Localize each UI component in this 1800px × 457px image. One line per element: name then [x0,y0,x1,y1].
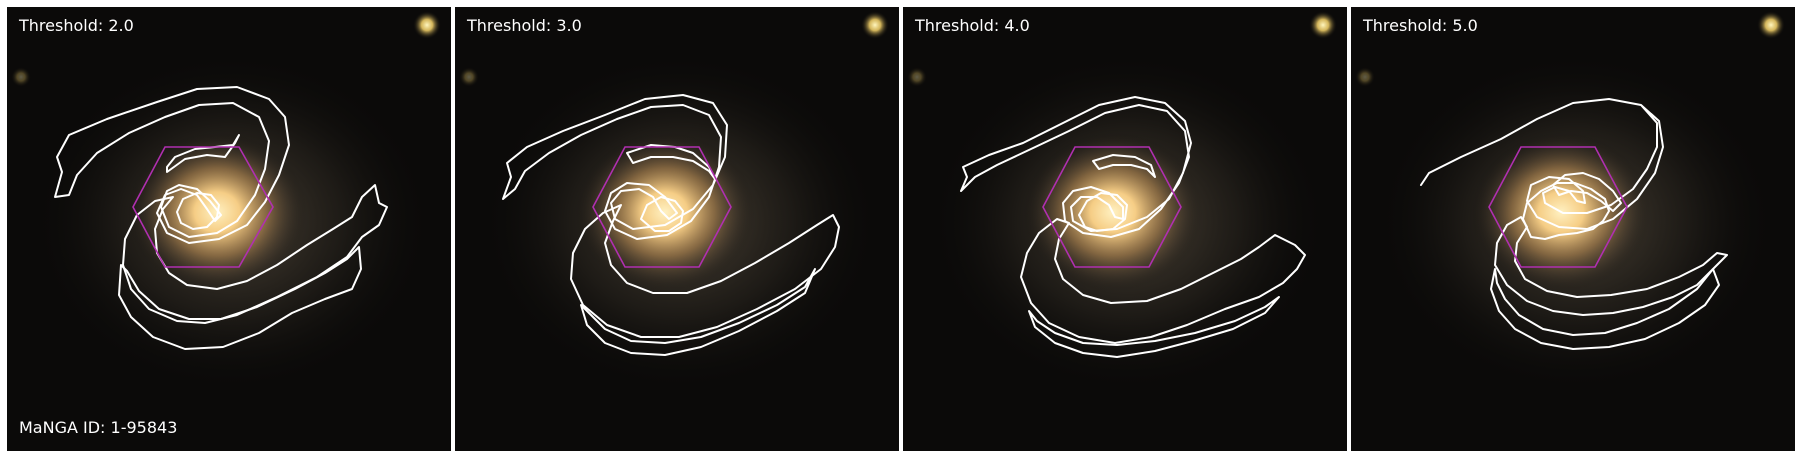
galaxy-image [455,7,899,451]
threshold-label: Threshold: 2.0 [19,16,134,35]
threshold-label: Threshold: 4.0 [915,16,1030,35]
ifu-hexagon [1042,146,1182,268]
manga-id-label: MaNGA ID: 1-95843 [19,418,178,437]
galaxy-image [1351,7,1795,451]
ifu-hexagon [592,146,732,268]
panel-threshold-2: Threshold: 2.0 MaNGA ID: 1-95843 [7,7,451,451]
panel-threshold-5: Threshold: 5.0 [1351,7,1795,451]
threshold-label: Threshold: 5.0 [1363,16,1478,35]
panel-threshold-4: Threshold: 4.0 [903,7,1347,451]
contour-outline [960,96,1306,358]
contour-outline [54,86,388,350]
galaxy-image [903,7,1347,451]
ifu-hexagon [1488,146,1628,268]
threshold-label: Threshold: 3.0 [467,16,582,35]
galaxy-image [7,7,451,451]
contour-outline [1420,98,1728,350]
panel-threshold-3: Threshold: 3.0 [455,7,899,451]
ifu-hexagon [132,146,274,268]
